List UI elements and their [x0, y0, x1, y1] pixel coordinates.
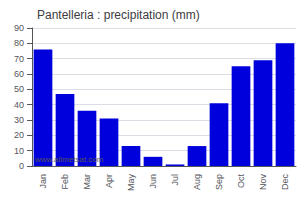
svg-text:0: 0 — [19, 161, 24, 171]
svg-text:May: May — [126, 174, 136, 192]
svg-text:10: 10 — [14, 146, 24, 156]
svg-text:Nov: Nov — [258, 174, 268, 191]
svg-text:Jan: Jan — [38, 174, 48, 189]
svg-text:www.allmetsat.com: www.allmetsat.com — [34, 155, 104, 164]
svg-text:Jul: Jul — [170, 174, 180, 186]
svg-text:30: 30 — [14, 115, 24, 125]
svg-text:Sep: Sep — [214, 174, 224, 190]
svg-text:Apr: Apr — [104, 174, 114, 188]
svg-text:60: 60 — [14, 69, 24, 79]
svg-text:Feb: Feb — [60, 174, 70, 190]
svg-text:Jun: Jun — [148, 174, 158, 189]
svg-text:80: 80 — [14, 38, 24, 48]
svg-text:Aug: Aug — [192, 174, 202, 190]
svg-text:Mar: Mar — [82, 174, 92, 190]
svg-text:70: 70 — [14, 54, 24, 64]
svg-text:50: 50 — [14, 84, 24, 94]
svg-text:Pantelleria : precipitation (m: Pantelleria : precipitation (mm) — [37, 8, 200, 22]
svg-text:90: 90 — [14, 23, 24, 33]
svg-text:Dec: Dec — [280, 174, 290, 191]
svg-text:40: 40 — [14, 100, 24, 110]
svg-text:Oct: Oct — [236, 174, 246, 189]
svg-text:20: 20 — [14, 130, 24, 140]
